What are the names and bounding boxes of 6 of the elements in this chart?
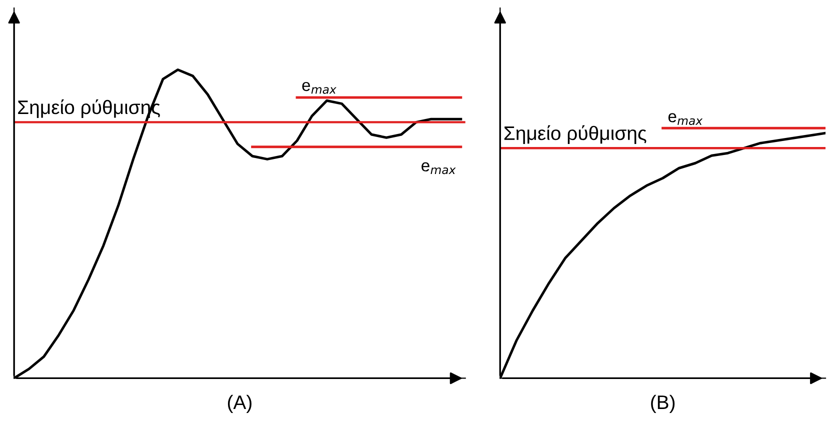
x-axis-title: (A) [228,394,252,413]
ref-line-label: Σημείο ρύθμισης [504,125,646,144]
x-axis-title: (B) [651,394,675,413]
annotation: e$_{max}$ [422,162,456,174]
annotation: e$_{max}$ [302,82,336,94]
annotation: e$_{max}$ [668,113,703,126]
